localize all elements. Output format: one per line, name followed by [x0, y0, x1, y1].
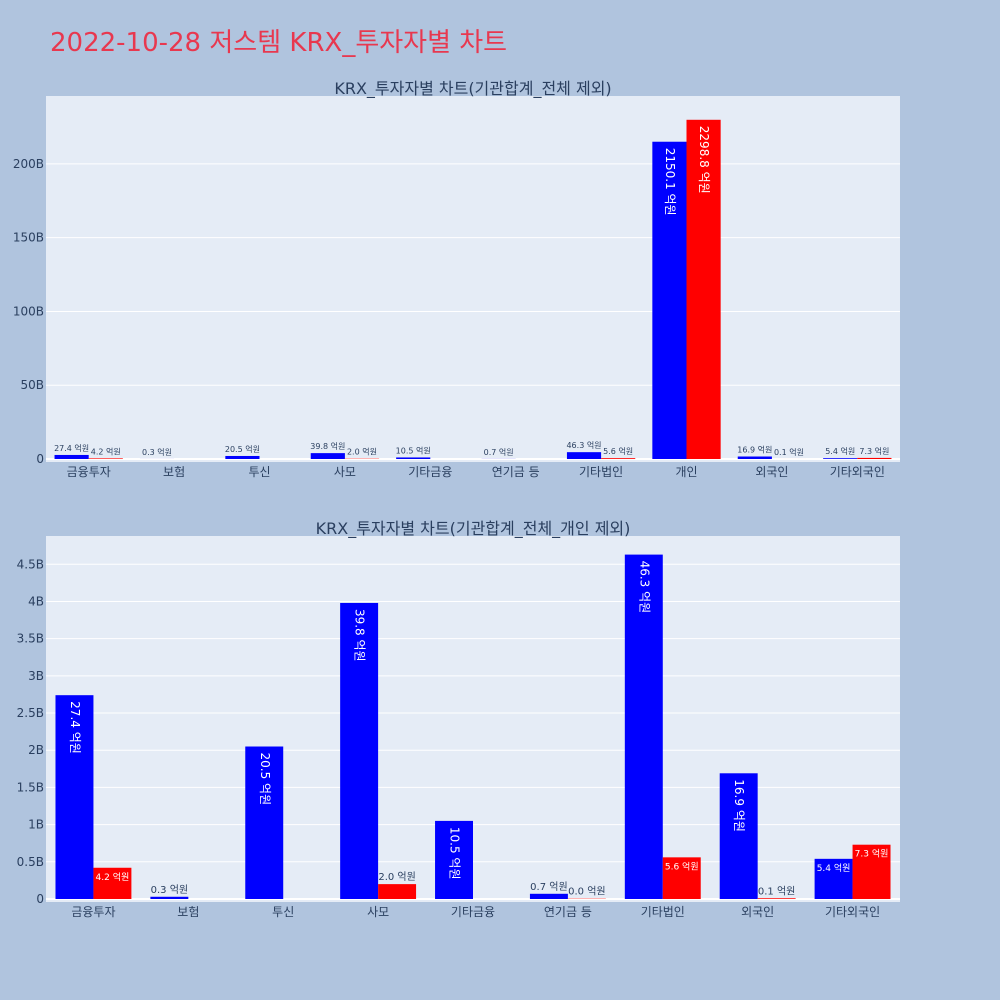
bar — [652, 141, 687, 459]
y-tick-label: 3B — [28, 669, 44, 683]
x-tick-label: 금융투자 — [71, 905, 115, 919]
x-tick-label: 보험 — [163, 465, 185, 479]
data-label: 5.4 억원 — [825, 446, 855, 456]
bar — [54, 454, 89, 459]
x-tick-label: 투신 — [248, 465, 270, 479]
data-label: 20.5 억원 — [258, 753, 272, 806]
y-tick-label: 4.5B — [17, 557, 44, 571]
x-tick-label: 금융투자 — [67, 465, 111, 479]
x-tick-label: 연기금 등 — [492, 465, 540, 479]
data-label: 27.4 억원 — [54, 443, 89, 453]
data-label: 5.4 억원 — [817, 862, 851, 874]
x-tick-label: 보험 — [177, 905, 199, 919]
data-label: 2.0 억원 — [378, 871, 415, 883]
y-tick-label: 2.5B — [17, 706, 44, 720]
x-tick-label: 기타금융 — [451, 905, 495, 919]
x-tick-label: 사모 — [367, 905, 389, 919]
chart-title: KRX_투자자별 차트(기관합계_전체_개인 제외) — [316, 519, 631, 539]
bar — [852, 844, 891, 899]
data-label: 5.6 억원 — [603, 446, 633, 456]
x-tick-label: 기타금융 — [408, 465, 452, 479]
bar — [529, 893, 568, 899]
bar — [857, 457, 892, 459]
x-tick-label: 외국인 — [741, 905, 774, 919]
data-label: 0.7 억원 — [484, 447, 514, 457]
data-label: 0.3 억원 — [142, 447, 172, 457]
page-title: 2022-10-28 저스템 KRX_투자자별 차트 — [50, 28, 508, 58]
bar — [435, 820, 473, 899]
data-label: 2298.8 억원 — [697, 126, 711, 194]
bar — [686, 119, 721, 459]
y-tick-label: 1.5B — [17, 780, 44, 794]
data-label: 2.0 억원 — [347, 447, 377, 457]
data-label: 20.5 억원 — [225, 444, 260, 454]
x-tick-label: 외국인 — [755, 465, 788, 479]
chart-top: KRX_투자자별 차트(기관합계_전체 제외) 0 50B 100B 150B 200B… — [13, 79, 900, 479]
data-label: 39.8 억원 — [353, 609, 367, 662]
plot-area — [46, 96, 900, 462]
bar — [737, 456, 772, 459]
y-tick-label: 150B — [13, 231, 44, 245]
bar — [245, 746, 284, 899]
data-label: 5.6 억원 — [665, 860, 699, 872]
data-label: 7.3 억원 — [859, 446, 889, 456]
bar — [814, 858, 853, 899]
chart-title: KRX_투자자별 차트(기관합계_전체 제외) — [334, 79, 611, 99]
bar — [719, 773, 758, 899]
x-tick-label: 사모 — [334, 465, 356, 479]
data-label: 0.7 억원 — [530, 881, 567, 893]
y-tick-label: 3.5B — [17, 632, 44, 646]
bar — [757, 898, 796, 899]
y-tick-label: 0 — [36, 892, 44, 906]
x-tick-label: 연기금 등 — [544, 905, 592, 919]
x-tick-label: 기타외국인 — [830, 465, 885, 479]
data-label: 0.1 억원 — [774, 447, 804, 457]
bar — [566, 452, 602, 459]
data-label: 10.5 억원 — [448, 827, 462, 880]
chart-bottom: KRX_투자자별 차트(기관합계_전체_개인 제외) 0 0.5B 1B 1.5B 2B… — [17, 519, 900, 919]
data-label: 46.3 억원 — [566, 440, 601, 450]
bar — [93, 867, 132, 899]
x-tick-label: 투신 — [272, 905, 294, 919]
y-tick-label: 4B — [28, 594, 44, 608]
data-label: 2150.1 억원 — [663, 148, 677, 216]
y-tick-label: 50B — [20, 378, 44, 392]
x-tick-label: 기타법인 — [641, 905, 685, 919]
y-tick-label: 0.5B — [17, 855, 44, 869]
y-tick-label: 100B — [13, 304, 44, 318]
y-tick-label: 0 — [36, 452, 44, 466]
bar — [340, 602, 379, 899]
bar — [624, 554, 663, 899]
data-label: 0.0 억원 — [568, 886, 605, 898]
data-label: 4.2 억원 — [91, 446, 121, 456]
data-label: 46.3 억원 — [637, 561, 651, 614]
x-tick-label: 개인 — [675, 465, 697, 479]
data-label: 16.9 억원 — [732, 779, 746, 832]
bar — [310, 453, 345, 459]
data-label: 0.1 억원 — [758, 885, 795, 897]
data-label: 16.9 억원 — [737, 445, 772, 455]
bar — [378, 884, 417, 899]
data-label: 39.8 억원 — [310, 441, 345, 451]
bar — [396, 457, 431, 459]
y-tick-label: 2B — [28, 743, 44, 757]
data-label: 27.4 억원 — [68, 701, 82, 754]
data-label: 10.5 억원 — [396, 445, 431, 455]
bar — [55, 695, 94, 899]
data-label: 0.3 억원 — [151, 884, 188, 896]
data-label: 4.2 억원 — [96, 871, 130, 883]
bar — [225, 455, 260, 459]
bar — [150, 896, 189, 899]
y-tick-label: 200B — [13, 157, 44, 171]
bar — [823, 458, 858, 459]
data-label: 7.3 억원 — [855, 848, 889, 860]
x-tick-label: 기타외국인 — [825, 905, 880, 919]
y-tick-label: 1B — [28, 818, 44, 832]
bar — [88, 458, 123, 459]
bar — [601, 458, 636, 459]
bar — [662, 857, 701, 899]
x-tick-label: 기타법인 — [579, 465, 623, 479]
